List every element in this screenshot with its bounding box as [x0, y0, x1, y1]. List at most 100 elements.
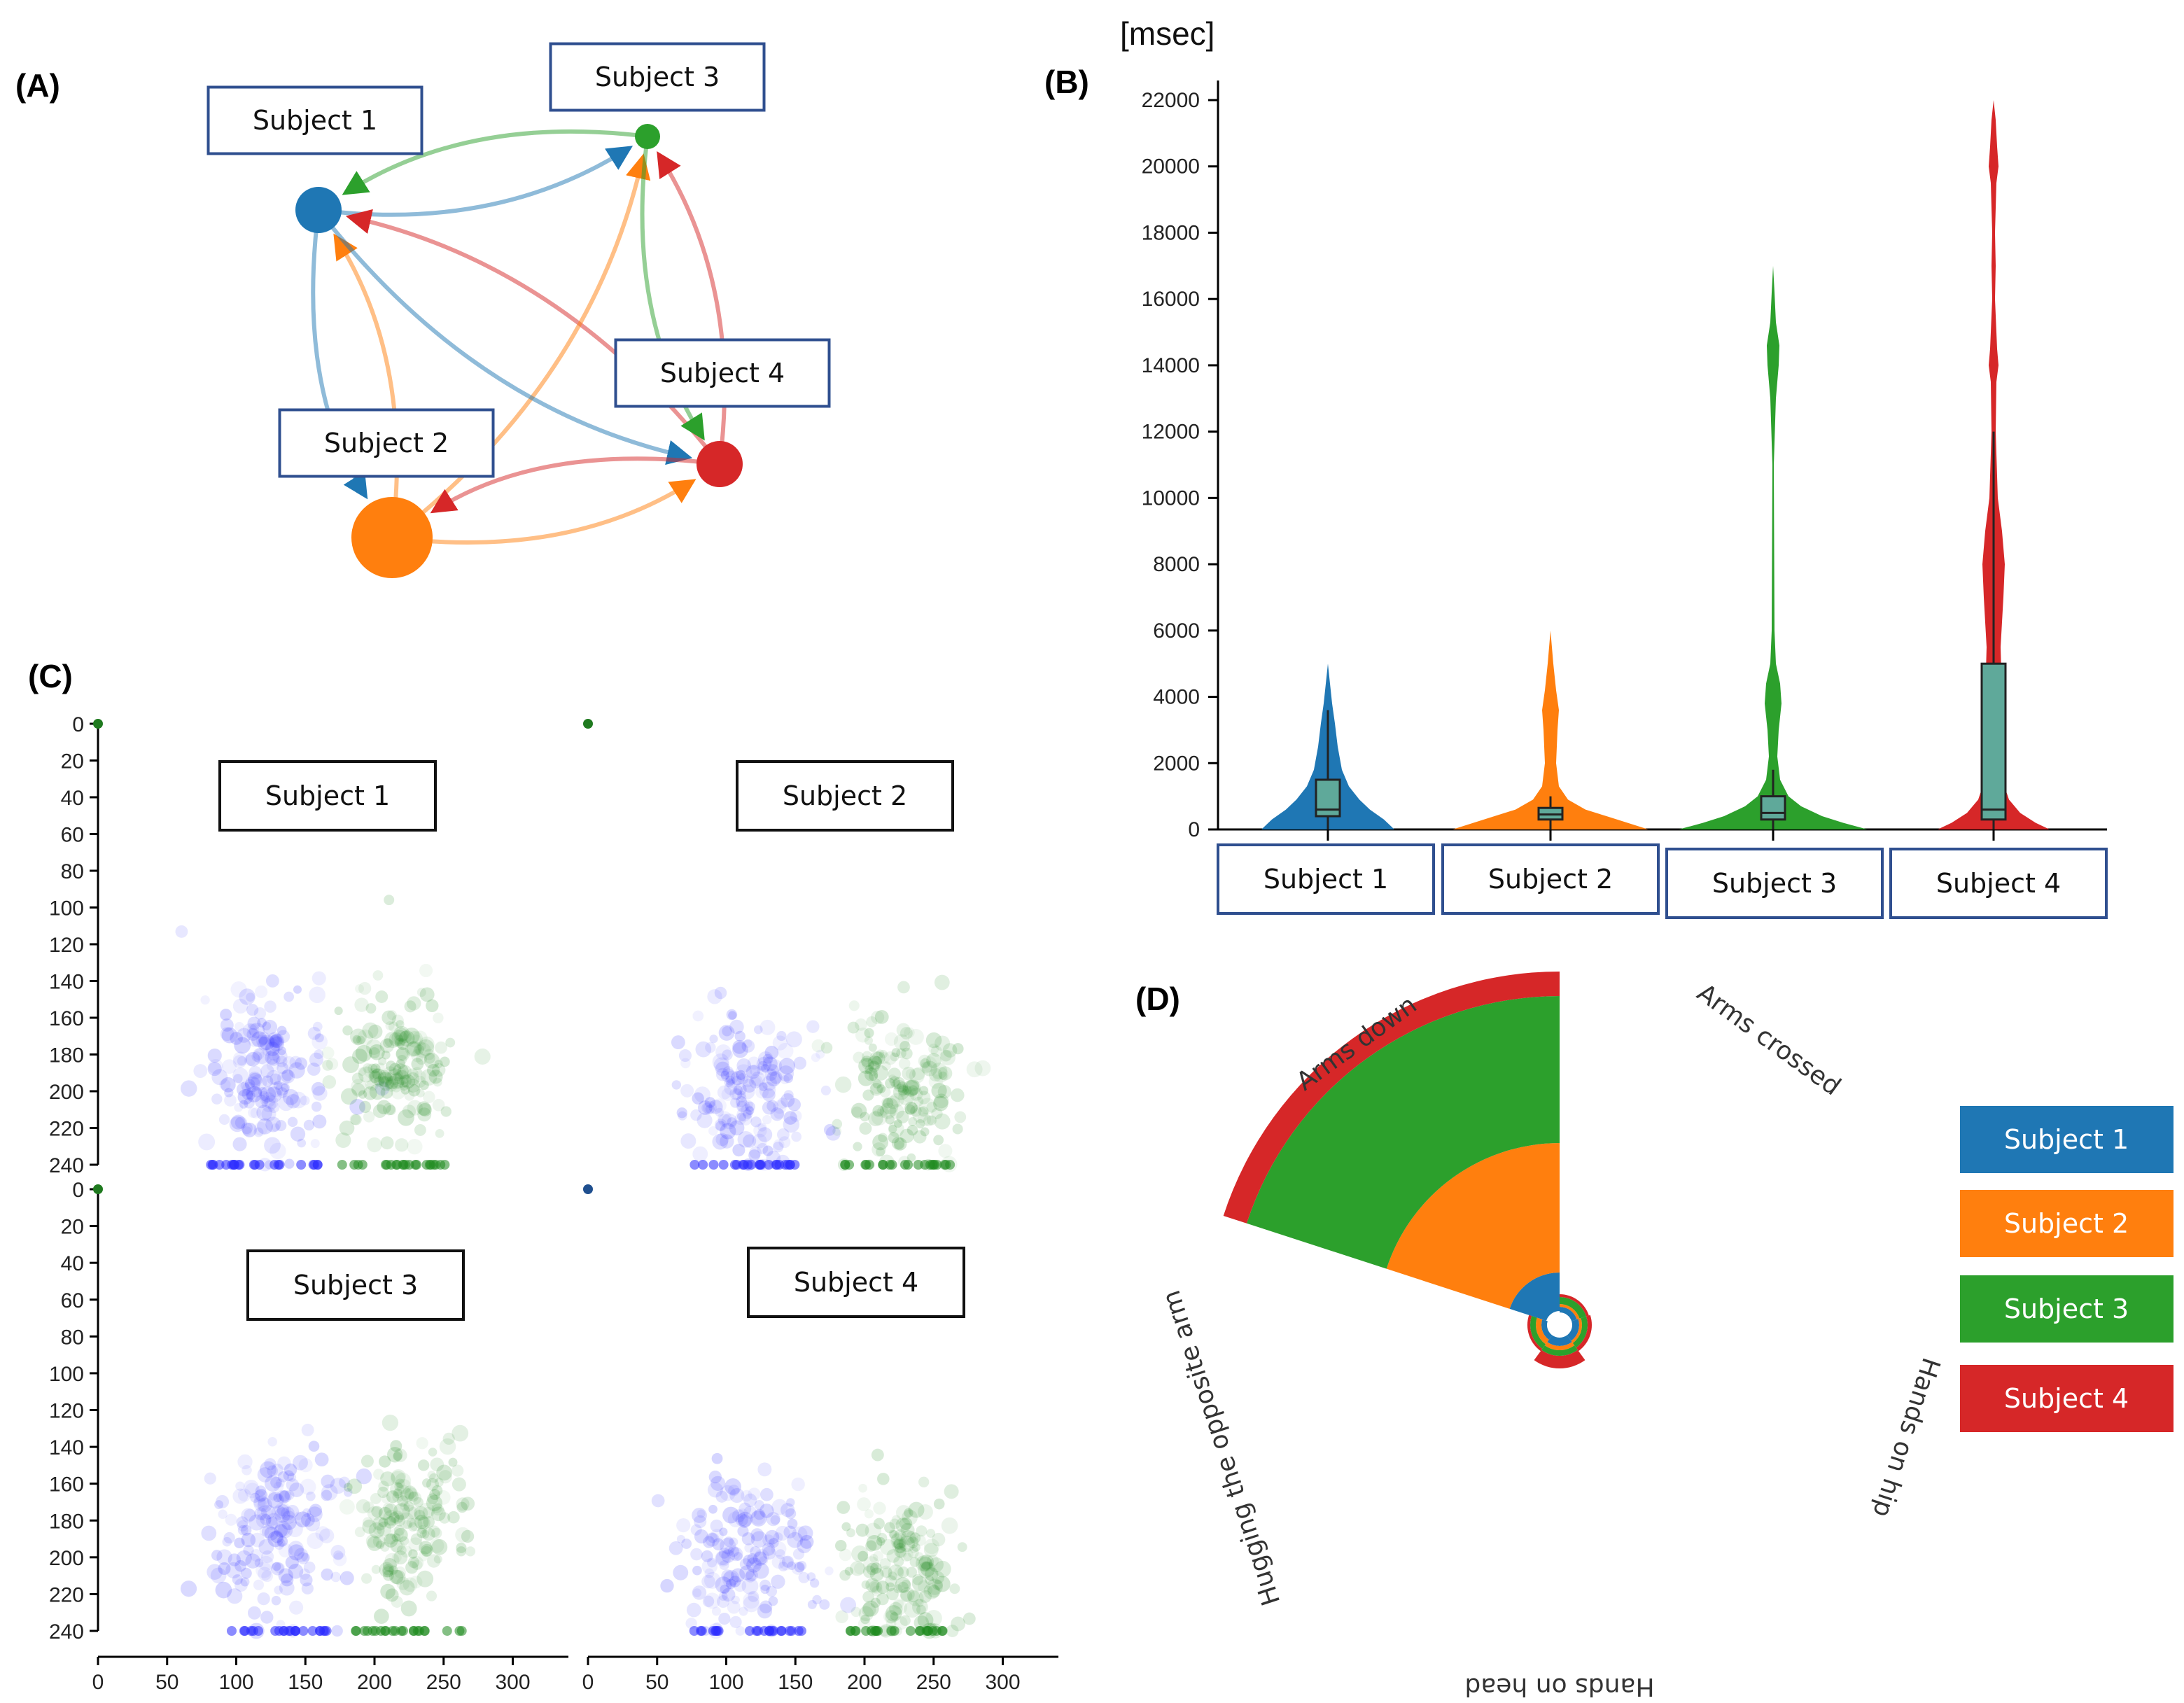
scatter-point [723, 1569, 740, 1586]
scatter-point [738, 1502, 752, 1515]
scatter-point [732, 1144, 746, 1157]
scatter-point [395, 1478, 405, 1489]
scatter-point [265, 1042, 280, 1056]
legend-item: Subject 1 [1960, 1106, 2174, 1173]
scatter-point [261, 1525, 276, 1539]
scatter-point [718, 1547, 730, 1559]
scatter-point [718, 1025, 735, 1041]
scatter-point [227, 1553, 241, 1567]
scatter-point [798, 1571, 810, 1583]
scatter-point [755, 1085, 769, 1099]
scatter-point [899, 1615, 911, 1626]
scatter-point [315, 1526, 330, 1541]
scatter-point [722, 1571, 738, 1588]
scatter-point [211, 1550, 223, 1561]
scatter-point [690, 1548, 703, 1561]
scatter-point [248, 1035, 260, 1047]
scatter-point [739, 1565, 755, 1581]
scatter-point [255, 1513, 272, 1528]
scatter-point [395, 1028, 409, 1042]
scatter-point [384, 1031, 401, 1049]
scatter-point [729, 1087, 743, 1100]
scatter-point [904, 1508, 913, 1518]
scatter-point [891, 1533, 903, 1546]
scatter-point [931, 1571, 945, 1585]
scatter-point [708, 1160, 719, 1170]
scatter-point [892, 1084, 910, 1100]
scatter-point [221, 1027, 238, 1044]
scatter-point [282, 1088, 299, 1105]
scatter-point [906, 1102, 918, 1114]
scatter-point [920, 1160, 930, 1170]
scatter-point [307, 1532, 323, 1550]
scatter-y-tick-label: 20 [61, 750, 84, 773]
scatter-point [925, 1609, 942, 1627]
scatter-point [753, 1508, 765, 1520]
network-edge [333, 233, 400, 538]
scatter-point [426, 1590, 438, 1602]
radial-segment [1509, 1273, 1560, 1321]
scatter-point [884, 1032, 899, 1046]
scatter-point [414, 1506, 428, 1520]
scatter-point [351, 1083, 365, 1097]
scatter-point [764, 1068, 778, 1081]
scatter-point [274, 1160, 285, 1170]
scatter-point [259, 1034, 275, 1051]
violin-shape [1679, 265, 1868, 829]
scatter-point [879, 1086, 891, 1098]
scatter-point [239, 988, 255, 1005]
scatter-point [377, 1100, 391, 1114]
scatter-point [860, 1112, 870, 1122]
scatter-point [707, 1557, 718, 1568]
violin-x-label-box [1889, 848, 2108, 919]
scatter-point [266, 1052, 281, 1066]
scatter-point [429, 1489, 441, 1501]
scatter-point [820, 1042, 833, 1054]
scatter-point [404, 1091, 415, 1101]
scatter-point [394, 1472, 412, 1490]
scatter-point [912, 1107, 929, 1123]
scatter-point [708, 1504, 718, 1514]
scatter-point [736, 1099, 750, 1112]
scatter-point [871, 1448, 884, 1462]
scatter-point [284, 1463, 298, 1477]
scatter-point [250, 1532, 265, 1548]
scatter-point [382, 1160, 392, 1170]
scatter-point [904, 1601, 921, 1618]
scatter-point [962, 1612, 976, 1625]
scatter-point [417, 1107, 432, 1122]
radial-segment [1560, 1304, 1580, 1319]
scatter-point [907, 1028, 924, 1045]
scatter-point [342, 1056, 359, 1073]
violin-x-label-text: Subject 1 [1264, 864, 1388, 895]
scatter-point [771, 1555, 786, 1569]
scatter-point [721, 1088, 735, 1101]
scatter-point [256, 1105, 273, 1121]
scatter-point [264, 1526, 279, 1541]
scatter-point [858, 1483, 867, 1493]
scatter-point [919, 1555, 934, 1570]
scatter-point [245, 1051, 260, 1067]
scatter-point [893, 1119, 902, 1128]
scatter-point [408, 1537, 423, 1552]
scatter-y-tick-label: 0 [72, 1179, 84, 1202]
scatter-point [711, 1606, 721, 1616]
scatter-point [398, 1109, 414, 1126]
scatter-point [779, 1556, 794, 1571]
scatter-point [384, 1533, 398, 1548]
scatter-point [850, 1561, 865, 1576]
scatter-point [273, 1081, 283, 1091]
scatter-point [379, 1562, 395, 1578]
scatter-point [382, 1566, 394, 1578]
scatter-point [720, 1537, 736, 1555]
scatter-point [925, 1032, 942, 1049]
scatter-point [865, 1578, 880, 1592]
scatter-point [290, 1091, 307, 1109]
scatter-point [260, 1504, 276, 1520]
scatter-point [427, 1471, 436, 1480]
scatter-point [906, 1590, 920, 1603]
scatter-point [392, 1491, 404, 1503]
scatter-subplot-title-text: Subject 4 [794, 1267, 918, 1298]
scatter-point [897, 981, 910, 994]
scatter-point [728, 1485, 740, 1497]
